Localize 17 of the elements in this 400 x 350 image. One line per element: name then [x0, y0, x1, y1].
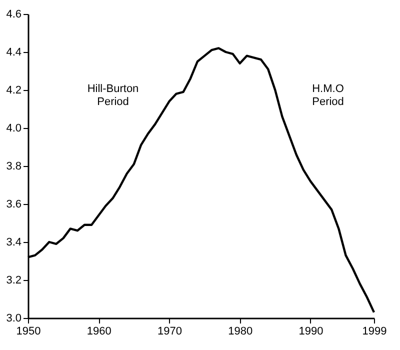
x-tick-label: 1970 — [157, 326, 182, 338]
y-tick-label: 4.4 — [6, 46, 22, 58]
y-tick-label: 3.6 — [6, 198, 22, 210]
y-tick-label: 3.8 — [6, 160, 22, 172]
x-tick-label: 1960 — [86, 326, 112, 338]
x-tick-label: 1990 — [298, 326, 324, 338]
y-tick-label: 4.2 — [6, 84, 22, 96]
y-tick-label: 3.2 — [6, 274, 22, 286]
x-tick-label: 1999 — [362, 326, 387, 338]
y-tick-label: 3.4 — [6, 236, 22, 248]
y-tick-label: 4.0 — [6, 122, 22, 134]
annotation: Hill-Burton Period — [87, 83, 139, 108]
x-tick-label: 1950 — [16, 326, 41, 338]
y-tick-label: 3.0 — [6, 312, 22, 324]
annotation: H.M.O Period — [312, 83, 344, 108]
x-tick-label: 1980 — [228, 326, 253, 338]
y-tick-label: 4.6 — [6, 8, 22, 20]
